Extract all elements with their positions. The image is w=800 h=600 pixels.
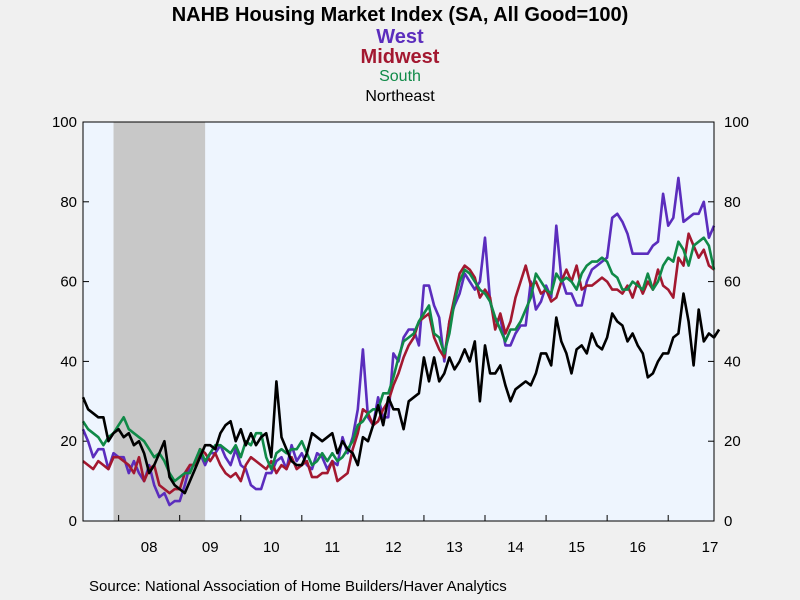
y-tick-label-right: 40 — [724, 353, 741, 370]
recession-shade — [113, 122, 206, 521]
source-note: Source: National Association of Home Bui… — [89, 578, 507, 595]
y-tick-label-left: 100 — [52, 114, 77, 131]
series-line-south — [81, 236, 716, 483]
x-tick-label: 13 — [446, 539, 463, 556]
legend-northeast: Northeast — [365, 88, 435, 105]
x-tick-label: 09 — [202, 539, 219, 556]
y-tick-label-left: 20 — [60, 433, 77, 450]
x-tick-label: 16 — [629, 539, 646, 556]
y-tick-label-right: 100 — [724, 114, 749, 131]
y-tick-label-left: 80 — [60, 194, 77, 211]
y-tick-label-right: 80 — [724, 194, 741, 211]
x-tick-label: 15 — [568, 539, 585, 556]
legend-south: South — [379, 68, 421, 85]
x-tick-label: 10 — [263, 539, 280, 556]
plot-frame — [82, 121, 715, 522]
y-tick-label-left: 0 — [69, 513, 77, 530]
legend-midwest: Midwest — [360, 46, 440, 68]
x-tick-label: 08 — [141, 539, 158, 556]
x-tick-label: 12 — [385, 539, 402, 556]
chart-titles: NAHB Housing Market Index (SA, All Good=… — [0, 0, 800, 107]
series-line-midwest — [82, 232, 715, 495]
y-tick-label-left: 60 — [60, 274, 77, 291]
x-tick-label: 17 — [702, 539, 719, 556]
chart-title: NAHB Housing Market Index (SA, All Good=… — [171, 4, 629, 26]
y-tick-label-right: 20 — [724, 433, 741, 450]
x-tick-label: 14 — [507, 539, 524, 556]
legend-west: West — [376, 26, 424, 48]
y-tick-label-left: 40 — [60, 353, 77, 370]
x-tick-label: 11 — [325, 539, 341, 556]
y-tick-label-right: 0 — [724, 513, 732, 530]
y-tick-label-right: 60 — [724, 274, 741, 291]
series-line-northeast — [81, 292, 721, 495]
